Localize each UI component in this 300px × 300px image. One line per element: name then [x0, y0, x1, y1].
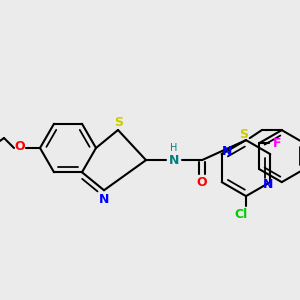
Text: S: S [239, 128, 248, 141]
Text: Cl: Cl [234, 208, 248, 220]
Text: N: N [99, 193, 109, 206]
Text: S: S [115, 116, 124, 128]
Text: N: N [222, 145, 232, 158]
Text: F: F [273, 136, 281, 150]
Text: N: N [263, 178, 273, 190]
Text: O: O [197, 176, 207, 189]
Text: O: O [15, 140, 25, 152]
Text: H: H [170, 143, 178, 153]
Text: N: N [169, 154, 179, 166]
